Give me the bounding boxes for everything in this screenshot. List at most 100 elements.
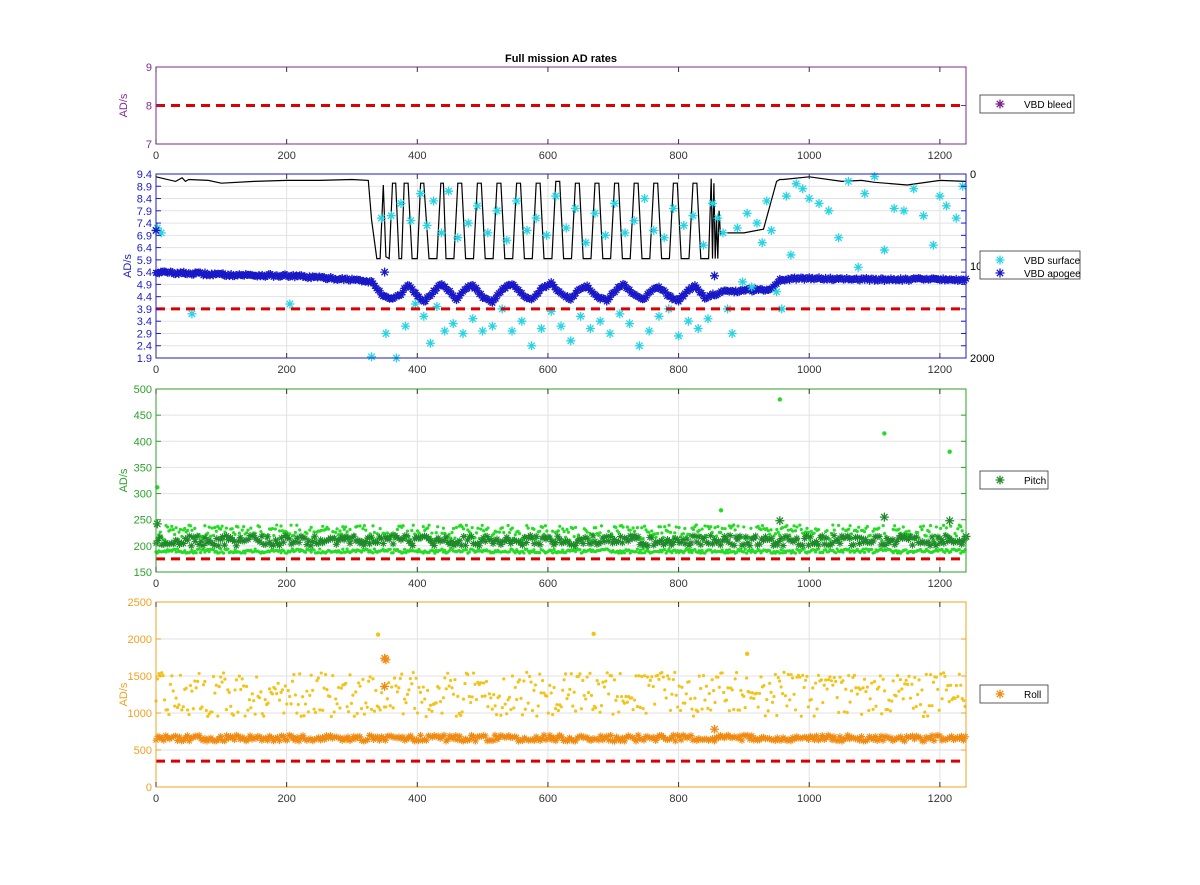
x-tick-label: 200 — [277, 578, 295, 590]
data-point — [406, 216, 416, 226]
axes-frame — [155, 601, 967, 788]
data-point — [688, 211, 698, 221]
legend-marker — [995, 475, 1005, 485]
x-tick-label: 800 — [669, 793, 687, 805]
data-point — [396, 198, 406, 208]
data-point — [713, 213, 723, 223]
x-tick-label: 1200 — [928, 793, 952, 805]
y-axis-label: AD/s — [122, 254, 134, 278]
data-point — [742, 208, 752, 218]
y-tick-label: 200 — [134, 541, 152, 553]
data-point — [458, 328, 468, 338]
data-point — [919, 211, 929, 221]
legend: VBD bleed — [979, 94, 1075, 114]
y-tick-label: 150 — [134, 567, 152, 579]
data-point — [152, 519, 162, 529]
x-tick-label: 1000 — [797, 793, 821, 805]
y-tick-label: 500 — [134, 384, 152, 396]
data-point — [834, 233, 844, 243]
y-tick-label: 1500 — [128, 671, 152, 683]
y-tick-label: 8.4 — [137, 194, 152, 206]
y-tick-label: 400 — [134, 436, 152, 448]
x-tick-label: 800 — [669, 578, 687, 590]
data-point — [766, 225, 776, 235]
data-point — [507, 326, 517, 336]
x-tick-label: 800 — [669, 364, 687, 376]
data-point — [483, 228, 493, 238]
y-tick-label: 9 — [146, 62, 152, 74]
y-tick-label: 2.4 — [137, 341, 152, 353]
data-point — [634, 341, 644, 351]
data-point — [777, 397, 783, 402]
band-band_mid — [152, 731, 969, 745]
x-tick-label: 0 — [153, 793, 159, 805]
x-tick-label: 0 — [153, 150, 159, 162]
data-point — [448, 319, 458, 329]
y-tick-label: 0 — [146, 782, 152, 794]
legend-marker — [995, 255, 1005, 265]
data-point — [381, 655, 391, 665]
right-tick-label: 0 — [970, 169, 976, 181]
legend-label: Roll — [1024, 690, 1041, 701]
data-point — [644, 326, 654, 336]
data-point — [824, 206, 834, 216]
y-axis-label: AD/s — [118, 682, 130, 706]
data-point — [410, 299, 420, 309]
legend-label: VBD surface — [1024, 256, 1081, 267]
data-point — [531, 213, 541, 223]
data-point — [585, 324, 595, 334]
data-point — [522, 225, 532, 235]
data-point — [492, 206, 502, 216]
x-tick-label: 200 — [277, 150, 295, 162]
data-point — [556, 321, 566, 331]
data-point — [683, 316, 693, 326]
data-point — [401, 321, 411, 331]
legend-box — [979, 470, 1049, 490]
data-point — [590, 208, 600, 218]
data-point — [777, 304, 787, 314]
x-tick-label: 800 — [669, 150, 687, 162]
data-point — [786, 250, 796, 260]
x-tick-label: 1200 — [928, 364, 952, 376]
y-tick-label: 3.4 — [137, 316, 152, 328]
data-point — [928, 240, 938, 250]
data-point — [752, 218, 762, 228]
data-point — [679, 221, 689, 231]
data-point — [882, 431, 887, 436]
legend-label: VBD apogee — [1024, 269, 1081, 280]
data-point — [941, 201, 951, 211]
y-tick-label: 300 — [134, 489, 152, 501]
y-tick-label: 250 — [134, 515, 152, 527]
y-tick-label: 4.9 — [137, 279, 152, 291]
band-band_top — [154, 670, 967, 719]
y-tick-label: 3.9 — [137, 304, 152, 316]
data-point — [367, 352, 377, 362]
y-tick-label: 8.9 — [137, 181, 152, 193]
data-point — [718, 228, 728, 238]
data-point — [674, 331, 684, 341]
data-point — [718, 508, 724, 513]
y-tick-label: 1.9 — [137, 353, 152, 365]
x-tick-label: 1200 — [928, 578, 952, 590]
data-point — [472, 201, 482, 211]
data-point — [951, 213, 961, 223]
x-tick-label: 1000 — [797, 578, 821, 590]
data-point — [381, 328, 391, 338]
axes-frame — [155, 173, 967, 359]
data-point — [605, 328, 615, 338]
panel-pitch: 0 200 400 600 800 1000 1200 150 200 250 300 350 400 4… — [118, 384, 1049, 590]
data-point — [517, 316, 527, 326]
axes-frame — [155, 388, 967, 573]
legend: Roll — [979, 684, 1049, 704]
data-point — [440, 326, 450, 336]
data-point — [698, 240, 708, 250]
data-point — [879, 512, 889, 522]
y-tick-label: 450 — [134, 410, 152, 422]
x-tick-label: 1000 — [797, 364, 821, 376]
data-point — [478, 326, 488, 336]
data-point — [640, 194, 650, 204]
data-point — [708, 198, 718, 208]
data-point — [659, 233, 669, 243]
data-point — [744, 651, 750, 656]
data-point — [152, 223, 162, 233]
